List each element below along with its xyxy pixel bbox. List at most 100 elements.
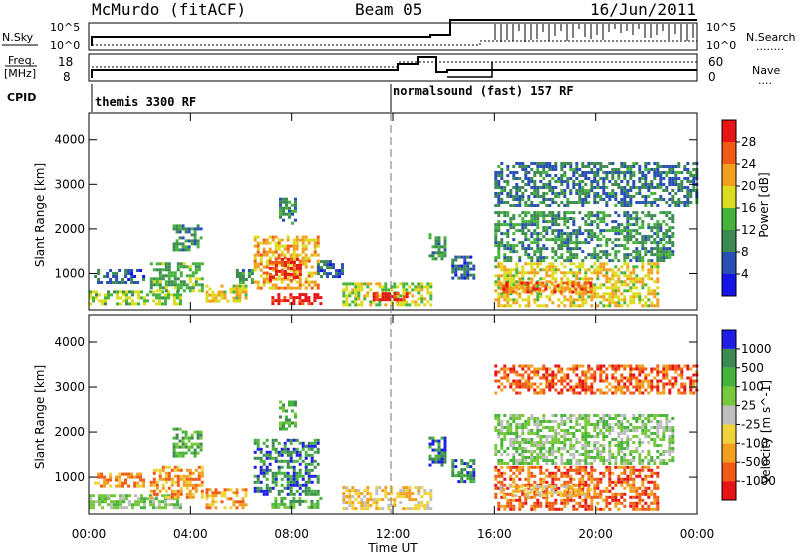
velocity-cell (620, 472, 623, 475)
sky-panel: N.Sky 10^5 10^0 10^5 10^0 N.Search .....… (2, 20, 796, 53)
velocity-cell (524, 438, 527, 441)
power-cell (629, 274, 632, 277)
velocity-cell (509, 459, 512, 462)
velocity-cell (566, 475, 569, 478)
velocity-cell (584, 380, 587, 383)
velocity-cell (494, 417, 497, 420)
velocity-cell (530, 383, 533, 386)
velocity-cell (176, 446, 179, 449)
velocity-cell (278, 493, 281, 496)
velocity-cell (542, 417, 545, 420)
power-cell (566, 201, 569, 204)
power-cell (182, 245, 185, 248)
power-cell (314, 239, 317, 242)
power-cell (641, 304, 644, 307)
power-cell (109, 278, 112, 281)
power-cell (245, 288, 248, 291)
velocity-cell (399, 501, 402, 504)
power-cell (314, 284, 317, 287)
velocity-cell (127, 473, 130, 476)
power-cell (536, 189, 539, 192)
power-cell (272, 261, 275, 264)
velocity-cell (197, 443, 200, 446)
power-cell (165, 286, 168, 289)
velocity-cell (668, 368, 671, 371)
power-cell (466, 274, 469, 277)
velocity-cell (614, 392, 617, 395)
n-search-trace (92, 41, 697, 45)
velocity-cell (149, 503, 152, 506)
velocity-cell (545, 371, 548, 374)
velocity-cell (662, 374, 665, 377)
velocity-cell (405, 486, 408, 489)
power-cell (432, 254, 435, 257)
velocity-cell (195, 487, 198, 490)
power-cell (587, 171, 590, 174)
velocity-cell (115, 485, 118, 488)
power-cell (572, 223, 575, 226)
velocity-cell (560, 383, 563, 386)
power-cell (542, 192, 545, 195)
power-cell (287, 248, 290, 251)
power-cell (116, 296, 119, 299)
power-cell (650, 301, 653, 304)
velocity-cell (641, 466, 644, 469)
power-cell (644, 186, 647, 189)
power-cell (614, 256, 617, 259)
velocity-cell (530, 365, 533, 368)
power-cell (617, 171, 620, 174)
power-cell (275, 267, 278, 270)
velocity-cell (578, 383, 581, 386)
power-cell (530, 262, 533, 265)
velocity-cell (527, 438, 530, 441)
power-cell (523, 282, 526, 285)
velocity-cell (518, 502, 521, 505)
velocity-cell (402, 489, 405, 492)
power-cell (506, 304, 509, 307)
power-cell (506, 195, 509, 198)
velocity-cell (500, 459, 503, 462)
velocity-cell (305, 451, 308, 454)
velocity-cell (257, 445, 260, 448)
velocity-cell (554, 383, 557, 386)
power-cell (180, 283, 183, 286)
velocity-cell (575, 484, 578, 487)
velocity-cell (233, 491, 236, 494)
velocity-cell (542, 374, 545, 377)
power-cell (614, 198, 617, 201)
power-cell (500, 274, 503, 277)
power-cell (285, 204, 288, 207)
velocity-cell (257, 448, 260, 451)
velocity-cell (201, 490, 204, 493)
velocity-cell (162, 487, 165, 490)
power-cell (313, 293, 316, 296)
velocity-cell (566, 472, 569, 475)
power-cell (212, 297, 215, 300)
power-cell (626, 289, 629, 292)
power-cell (617, 229, 620, 232)
velocity-cell (295, 500, 298, 503)
velocity-cell (512, 368, 515, 371)
velocity-cell (195, 469, 198, 472)
velocity-cell (153, 493, 156, 496)
velocity-cell (191, 446, 194, 449)
power-cell (263, 281, 266, 284)
power-cell (569, 232, 572, 235)
velocity-cell (575, 365, 578, 368)
power-cell (680, 183, 683, 186)
power-cell (179, 242, 182, 245)
power-cell (653, 168, 656, 171)
velocity-cell (125, 494, 128, 497)
velocity-cell (530, 444, 533, 447)
power-cell (584, 271, 587, 274)
power-cell (162, 262, 165, 265)
power-cell (502, 288, 505, 291)
power-cell (575, 171, 578, 174)
velocity-cell (308, 469, 311, 472)
power-cell (599, 262, 602, 265)
power-cell (529, 282, 532, 285)
velocity-cell (587, 450, 590, 453)
power-cell (635, 247, 638, 250)
velocity-cell (599, 417, 602, 420)
